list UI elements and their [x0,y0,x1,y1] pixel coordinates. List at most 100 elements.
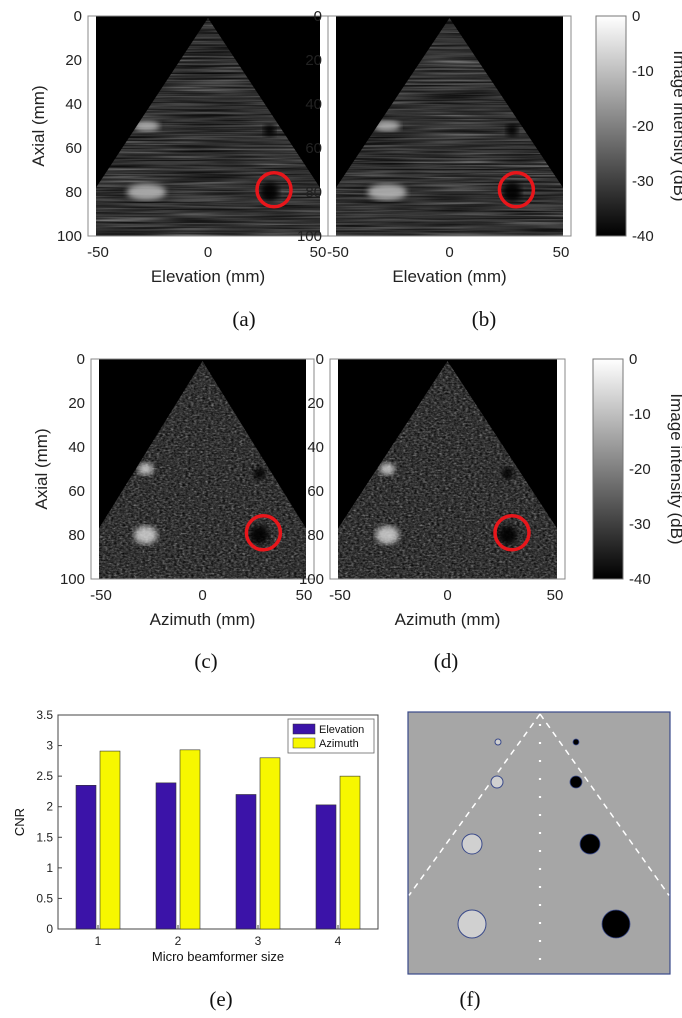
sector-edge-right [539,713,670,896]
bright-target [137,463,154,475]
bar-azimuth-1 [99,750,121,930]
y-tick-label: 3 [46,739,53,753]
y-tick-label: 100 [57,228,82,245]
bright-cyst [490,775,504,789]
dark-target [502,182,522,202]
panel-d: 0 20 40 60 80 100 -50 0 50 Azimuth (mm) [299,351,566,629]
y-tick-label: 0 [316,351,324,368]
colorbar-tick-label: -20 [632,118,654,135]
bar-azimuth-3 [259,757,281,930]
bright-target [133,526,158,544]
colorbar-label: Image intensity (dB) [667,393,682,544]
x-tick-label: 1 [95,934,102,948]
legend-swatch [292,723,316,735]
colorbar-tick-label: -10 [629,406,651,423]
colorbar-tick-label: -20 [629,461,651,478]
y-tick-label: 40 [307,439,324,456]
dark-cyst [572,738,580,746]
x-tick-label: -50 [327,244,349,261]
y-tick-label: 40 [68,439,85,456]
edge-band [320,16,328,236]
colorbar-tick-label: 0 [632,8,640,25]
y-tick-label: 20 [305,52,322,69]
dark-target [249,525,269,545]
y-tick-label: 80 [305,184,322,201]
dark-target [263,124,276,137]
x-tick-label: 0 [445,244,453,261]
bar-elevation-1 [75,785,97,930]
y-tick-label: 80 [307,527,324,544]
bar-elevation-3 [235,794,257,930]
legend-entry: Elevation [319,724,364,736]
colorbar-tick-label: -40 [632,228,654,245]
y-tick-label: 3.5 [36,708,53,722]
y-tick-label: 1 [46,861,53,875]
y-tick-label: 100 [60,571,85,588]
x-tick-label: 50 [310,244,327,261]
y-tick-label: 0.5 [36,891,53,905]
y-tick-label: 60 [65,140,82,157]
x-axis-label: Micro beamformer size [152,949,284,964]
legend-swatch [292,737,316,749]
y-tick-label: 80 [65,184,82,201]
y-tick-label: 0 [77,351,85,368]
bar-chart: 0 0.5 1 1.5 2 2.5 3 3.5 1 2 3 4 Micro beamformer siz… [12,708,379,964]
y-tick-label: 20 [307,395,324,412]
caption-c: (c) [194,649,217,673]
x-tick-label: 0 [204,244,212,261]
colorbar-gradient [592,358,624,580]
caption-e: (e) [209,987,232,1011]
panel-a: 0 20 40 60 80 100 -50 0 50 Elevation (mm) Axial (m… [29,8,329,286]
x-axis-label: Elevation (mm) [392,267,506,286]
edge-band [88,16,96,236]
y-tick-label: 2 [46,800,53,814]
roi-marker [493,514,531,552]
edge-band [557,359,565,579]
dark-target [253,467,266,480]
x-tick-label: 50 [547,587,564,604]
dark-cyst [601,909,631,939]
colorbar-top: 0 -10 -20 -30 -40 Image intensity (dB) [595,8,682,245]
y-tick-label: 60 [68,483,85,500]
y-tick-label: 40 [65,96,82,113]
edge-band [330,359,338,579]
bright-target [367,183,407,201]
panel-c: 0 20 40 60 80 100 -50 0 50 Azimuth (mm) Axial (mm) [32,351,315,629]
dark-target [260,182,280,202]
x-tick-label: -50 [87,244,109,261]
bar-azimuth-4 [339,775,361,930]
y-tick-label: 1.5 [36,830,53,844]
bar-elevation-2 [155,782,177,930]
x-tick-label: 3 [255,934,262,948]
y-axis-label: Axial (mm) [29,85,48,166]
y-tick-label: 60 [307,483,324,500]
colorbar-gradient [595,15,627,237]
roi-marker [255,171,293,209]
roi-marker [497,171,536,209]
bright-target [373,120,401,132]
bright-cyst [457,909,487,939]
bright-target [126,183,167,201]
colorbar-bottom: 0 -10 -20 -30 -40 Image intensity (dB) [592,351,682,588]
panel-b: 0 20 40 60 80 100 -50 0 50 Elevation (mm) [297,8,572,286]
x-tick-label: 50 [296,587,313,604]
x-axis-label: Elevation (mm) [151,267,265,286]
colorbar-tick-label: -10 [632,63,654,80]
y-tick-label: 20 [68,395,85,412]
bar-elevation-4 [315,804,337,930]
colorbar-label: Image intensity (dB) [670,50,682,201]
x-tick-label: 2 [175,934,182,948]
phantom-diagram [407,711,671,975]
x-tick-label: 4 [335,934,342,948]
y-tick-label: 100 [297,228,322,245]
x-tick-label: 50 [553,244,570,261]
caption-a: (a) [232,307,255,331]
y-tick-label: 40 [305,96,322,113]
bright-target [379,463,396,475]
dark-cyst [569,775,583,789]
caption-d: (d) [434,649,459,673]
dark-target [505,124,518,137]
edge-band [563,16,571,236]
roi-marker [244,514,283,552]
